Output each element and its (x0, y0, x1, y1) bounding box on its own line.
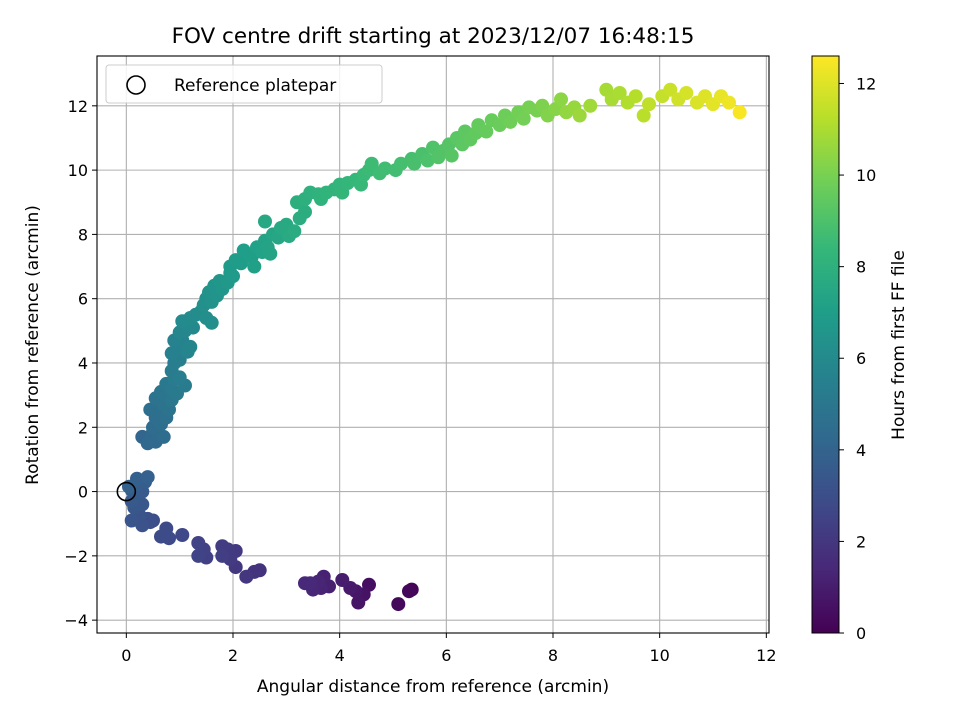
x-tick-label: 8 (548, 646, 558, 665)
data-point (394, 156, 408, 171)
data-point (175, 528, 190, 542)
data-point (351, 595, 366, 610)
chart-title: FOV centre drift starting at 2023/12/07 … (172, 24, 695, 49)
data-point (612, 86, 627, 100)
data-point (679, 86, 694, 100)
data-point (191, 536, 206, 550)
x-tick-label: 10 (649, 646, 669, 665)
legend-label: Reference platepar (174, 76, 336, 96)
data-point (287, 224, 302, 239)
data-point (298, 204, 312, 219)
data-point (503, 114, 518, 129)
data-point (156, 429, 171, 444)
data-point (183, 339, 198, 354)
data-point (335, 573, 350, 587)
data-point (636, 108, 651, 123)
data-point (391, 597, 406, 612)
plot-frame (96, 55, 770, 634)
data-point (583, 98, 598, 113)
y-tick-label: 10 (68, 161, 88, 180)
data-point (722, 95, 736, 110)
x-tick-label: 0 (121, 646, 131, 665)
data-point (124, 513, 139, 528)
legend-marker (126, 75, 146, 95)
data-point (402, 584, 416, 599)
reference-marker (116, 481, 137, 502)
data-point (247, 259, 262, 274)
y-tick-label: −2 (64, 547, 88, 566)
y-tick-label: 4 (78, 354, 88, 373)
colorbar-scale (811, 55, 840, 634)
colorbar-tick-label: 6 (856, 349, 866, 368)
x-tick-label: 4 (335, 646, 345, 665)
data-point (378, 161, 392, 176)
data-point (444, 148, 459, 163)
data-point (204, 315, 219, 330)
colorbar-label: Hours from first FF file (889, 250, 909, 440)
data-point (154, 529, 168, 544)
data-point (258, 214, 272, 229)
y-tick-label: 12 (68, 97, 88, 116)
data-point (215, 539, 230, 554)
legend-box (105, 64, 383, 104)
data-point (479, 124, 494, 139)
y-tick-label: −4 (64, 611, 88, 630)
colorbar-tick-label: 4 (856, 441, 866, 460)
colorbar: 0 2 4 6 8 10 12 (811, 55, 876, 643)
y-tick-label: 6 (78, 290, 88, 309)
data-point (554, 92, 568, 107)
x-tick-label: 12 (756, 646, 776, 665)
tick-labels: 0 2 4 6 8 10 12 −4 −2 0 2 4 6 8 10 12 (64, 97, 776, 665)
data-point (663, 82, 678, 97)
tick-marks (92, 105, 767, 638)
data-point (215, 548, 230, 563)
data-point (191, 548, 206, 563)
colorbar-tick-label: 12 (856, 74, 876, 93)
x-axis-label: Angular distance from reference (arcmin) (257, 677, 609, 697)
data-point (516, 111, 531, 126)
x-tick-label: 6 (441, 646, 451, 665)
y-axis-label: Rotation from reference (arcmin) (23, 205, 43, 485)
data-point (420, 153, 435, 168)
data-point (628, 89, 643, 104)
y-tick-label: 2 (78, 418, 88, 437)
y-tick-label: 8 (78, 225, 88, 244)
data-point (263, 246, 278, 261)
data-point (135, 497, 150, 512)
y-tick-label: 0 (78, 483, 88, 502)
data-point (140, 470, 155, 485)
data-point (364, 156, 379, 171)
data-point (172, 370, 187, 385)
grid-lines (97, 56, 769, 633)
data-point (407, 156, 422, 171)
colorbar-tick-label: 2 (856, 532, 866, 551)
data-point (234, 256, 248, 271)
colorbar-tick-label: 8 (856, 258, 866, 277)
data-point (298, 576, 312, 591)
colorbar-tick-label: 0 (856, 624, 866, 643)
data-points (122, 82, 747, 612)
data-point (642, 97, 656, 112)
x-tick-label: 2 (228, 646, 238, 665)
data-point (239, 569, 254, 584)
data-point (572, 108, 587, 123)
colorbar-tick-label: 10 (856, 166, 876, 185)
data-point (732, 105, 747, 120)
legend: Reference platepar (105, 64, 383, 104)
